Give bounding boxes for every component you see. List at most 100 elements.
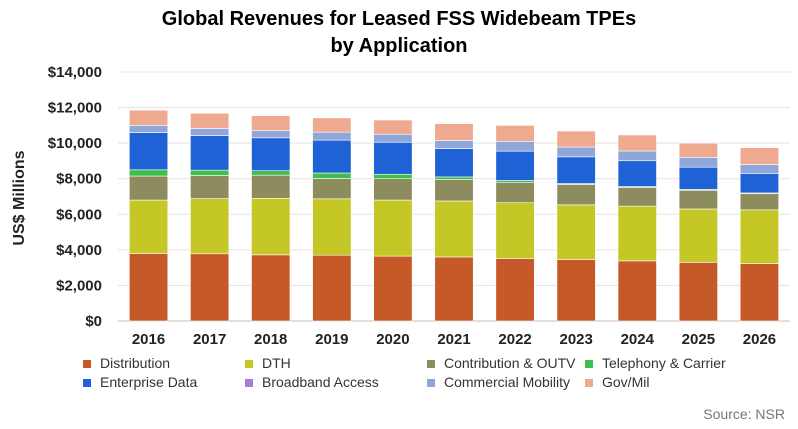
y-tick-label: $12,000 bbox=[48, 100, 102, 117]
legend-label: Contribution & OUTV bbox=[444, 355, 576, 371]
bar-segment-enterprise-data bbox=[190, 135, 230, 171]
bar-segment-dth bbox=[617, 205, 657, 262]
bar-segment-distribution bbox=[556, 259, 596, 322]
bar-segment-commercial-mobility bbox=[556, 146, 596, 158]
legend-swatch bbox=[245, 379, 253, 387]
legend-label: Broadband Access bbox=[262, 374, 379, 390]
bar-segment-enterprise-data bbox=[556, 156, 596, 184]
x-tick-label: 2016 bbox=[132, 331, 165, 348]
bar-segment-dth bbox=[190, 198, 230, 255]
bar-segment-dth bbox=[678, 208, 718, 263]
bar-segment-contribution-outv bbox=[312, 178, 352, 200]
bar-segment-telephony-carrier bbox=[129, 169, 169, 177]
x-tick-label: 2022 bbox=[498, 331, 531, 348]
legend-swatch bbox=[585, 360, 593, 368]
bar-segment-gov-mil bbox=[617, 134, 657, 152]
bar-segment-dth bbox=[251, 197, 291, 256]
bar-segment-contribution-outv bbox=[495, 181, 535, 204]
bar-segment-gov-mil bbox=[129, 109, 169, 126]
bar-segment-gov-mil bbox=[190, 112, 230, 129]
legend-label: Commercial Mobility bbox=[444, 374, 570, 390]
bar-segment-telephony-carrier bbox=[190, 169, 230, 176]
bar-segment-enterprise-data bbox=[495, 150, 535, 181]
bar-segment-enterprise-data bbox=[129, 132, 169, 171]
x-tick-label: 2017 bbox=[193, 331, 226, 348]
legend-swatch bbox=[585, 379, 593, 387]
bar-segment-distribution bbox=[129, 253, 169, 322]
bar-segment-enterprise-data bbox=[739, 173, 779, 194]
legend-label: Gov/Mil bbox=[602, 374, 649, 390]
bar-segment-telephony-carrier bbox=[312, 172, 352, 179]
bar-segment-distribution bbox=[434, 256, 474, 322]
y-tick-label: $8,000 bbox=[56, 171, 102, 188]
bar-segment-commercial-mobility bbox=[312, 131, 352, 141]
bar-segment-dth bbox=[739, 209, 779, 264]
legend-swatch bbox=[83, 360, 91, 368]
bar-segment-dth bbox=[434, 200, 474, 258]
legend-label: DTH bbox=[262, 355, 291, 371]
bar-segment-telephony-carrier bbox=[251, 170, 291, 176]
source-note: Source: NSR bbox=[703, 406, 785, 422]
legend-swatch bbox=[427, 379, 435, 387]
y-axis-ticks: $0 $2,000 $4,000 $6,000 $8,000 $10,000 $12,000… bbox=[48, 64, 102, 330]
bar-segment-dth bbox=[312, 198, 352, 256]
bar-segment-enterprise-data bbox=[678, 166, 718, 190]
y-tick-label: $2,000 bbox=[56, 277, 102, 294]
x-tick-label: 2023 bbox=[559, 331, 592, 348]
bar-segment-contribution-outv bbox=[617, 187, 657, 207]
y-tick-label: $0 bbox=[85, 313, 102, 330]
bar-segment-enterprise-data bbox=[312, 139, 352, 174]
bar-segment-contribution-outv bbox=[373, 178, 413, 201]
bar-segment-gov-mil bbox=[556, 130, 596, 148]
x-tick-label: 2021 bbox=[437, 331, 470, 348]
x-tick-label: 2019 bbox=[315, 331, 348, 348]
bar-segment-commercial-mobility bbox=[373, 133, 413, 143]
legend-label: Telephony & Carrier bbox=[602, 355, 726, 371]
bar-segment-gov-mil bbox=[312, 117, 352, 133]
x-tick-label: 2025 bbox=[682, 331, 715, 348]
bar-segment-dth bbox=[129, 199, 169, 254]
chart-title-line-2: by Application bbox=[330, 35, 467, 57]
bar-segment-distribution bbox=[617, 260, 657, 322]
bar-segment-enterprise-data bbox=[434, 148, 474, 178]
bar-segment-gov-mil bbox=[373, 119, 413, 135]
bar-segment-commercial-mobility bbox=[434, 140, 474, 149]
bar-segment-commercial-mobility bbox=[617, 150, 657, 162]
bar-segment-commercial-mobility bbox=[190, 128, 230, 136]
bar-segment-contribution-outv bbox=[678, 189, 718, 210]
bar-segment-gov-mil bbox=[251, 115, 291, 131]
bar-segment-dth bbox=[373, 199, 413, 257]
legend: Distribution DTH Contribution & OUTV Teleph… bbox=[83, 355, 726, 390]
bar-segment-contribution-outv bbox=[251, 174, 291, 199]
x-tick-label: 2024 bbox=[621, 331, 655, 348]
legend-label: Enterprise Data bbox=[100, 374, 197, 390]
bar-segment-distribution bbox=[251, 254, 291, 322]
bar-segment-commercial-mobility bbox=[495, 141, 535, 152]
bar-segment-contribution-outv bbox=[434, 179, 474, 202]
bar-segment-enterprise-data bbox=[373, 141, 413, 175]
bar-segment-distribution bbox=[739, 263, 779, 322]
bar-segment-gov-mil bbox=[739, 147, 779, 165]
bar-segment-commercial-mobility bbox=[129, 125, 169, 133]
x-tick-label: 2026 bbox=[743, 331, 776, 348]
bar-segment-enterprise-data bbox=[617, 160, 657, 187]
chart-title-line-1: Global Revenues for Leased FSS Widebeam … bbox=[162, 8, 636, 30]
legend-swatch bbox=[83, 379, 91, 387]
bar-segment-telephony-carrier bbox=[373, 173, 413, 180]
bar-segment-contribution-outv bbox=[556, 184, 596, 206]
bar-segment-telephony-carrier bbox=[434, 176, 474, 180]
bar-segment-contribution-outv bbox=[129, 175, 169, 201]
bar-segment-commercial-mobility bbox=[251, 130, 291, 139]
bar-segment-enterprise-data bbox=[251, 137, 291, 172]
bar-segment-distribution bbox=[190, 253, 230, 322]
bar-segment-distribution bbox=[373, 255, 413, 322]
legend-swatch bbox=[245, 360, 253, 368]
legend-label: Distribution bbox=[100, 355, 170, 371]
bar-segment-gov-mil bbox=[495, 125, 535, 142]
y-tick-label: $4,000 bbox=[56, 242, 102, 259]
bar-segment-dth bbox=[556, 204, 596, 260]
bar-segment-distribution bbox=[678, 262, 718, 322]
x-tick-label: 2020 bbox=[376, 331, 409, 348]
bar-segment-distribution bbox=[312, 254, 352, 322]
